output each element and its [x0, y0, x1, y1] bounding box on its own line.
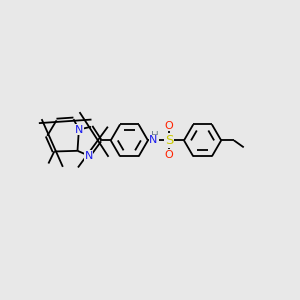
Text: O: O	[164, 150, 173, 160]
Text: O: O	[164, 121, 173, 131]
Text: S: S	[165, 134, 173, 147]
Text: H: H	[151, 131, 159, 141]
Text: N: N	[85, 151, 93, 161]
Text: N: N	[75, 124, 83, 135]
Text: N: N	[149, 135, 158, 146]
